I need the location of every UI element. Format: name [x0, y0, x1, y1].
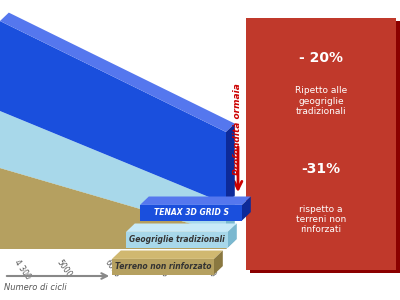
Polygon shape — [226, 124, 235, 204]
Polygon shape — [226, 226, 235, 249]
Text: 8000: 8000 — [199, 258, 217, 279]
Polygon shape — [0, 13, 235, 132]
Polygon shape — [112, 250, 223, 259]
Polygon shape — [242, 196, 251, 220]
Text: -31%: -31% — [302, 162, 340, 176]
Polygon shape — [0, 168, 226, 249]
Polygon shape — [228, 224, 237, 248]
FancyBboxPatch shape — [250, 21, 400, 273]
Text: rispetto a
terreni non
rinforzati: rispetto a terreni non rinforzati — [296, 205, 346, 235]
Text: 4 300: 4 300 — [13, 258, 32, 281]
Text: 6000: 6000 — [103, 258, 121, 279]
Polygon shape — [0, 160, 235, 234]
Polygon shape — [112, 259, 214, 274]
Polygon shape — [0, 103, 235, 204]
Text: TENAX 3D GRID S: TENAX 3D GRID S — [154, 208, 228, 217]
Polygon shape — [214, 250, 223, 274]
Polygon shape — [0, 111, 226, 234]
Polygon shape — [0, 21, 226, 204]
Polygon shape — [126, 224, 237, 232]
Polygon shape — [126, 232, 228, 248]
Text: 7000: 7000 — [151, 258, 169, 279]
Polygon shape — [140, 205, 242, 220]
Text: Numero di cicli: Numero di cicli — [4, 284, 67, 292]
Text: 5000: 5000 — [55, 258, 73, 279]
Text: Ripetto alle
geogriglie
tradizionali: Ripetto alle geogriglie tradizionali — [295, 86, 347, 116]
FancyBboxPatch shape — [246, 18, 396, 270]
Text: Geogriglie tradizionali: Geogriglie tradizionali — [129, 235, 225, 244]
Text: Terreno non rinforzato: Terreno non rinforzato — [115, 262, 211, 271]
Text: Profondità ormaia: Profondità ormaia — [234, 83, 242, 175]
Polygon shape — [140, 196, 251, 205]
Polygon shape — [226, 196, 235, 234]
Text: - 20%: - 20% — [299, 51, 343, 65]
